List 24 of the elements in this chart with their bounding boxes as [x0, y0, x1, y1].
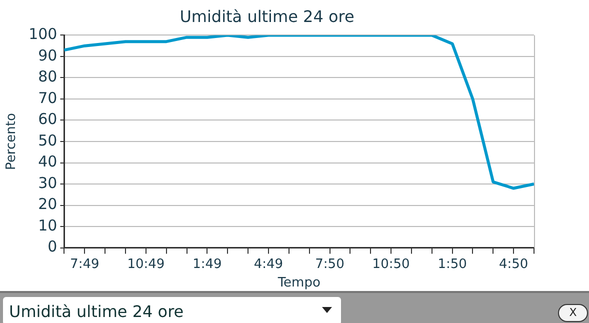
x-tick-label: 4:50 — [498, 256, 528, 272]
y-tick-label: 20 — [38, 195, 58, 214]
y-tick-label: 70 — [38, 88, 58, 107]
y-tick-label: 80 — [38, 68, 58, 86]
x-tick-label: 4:49 — [254, 256, 284, 272]
x-tick-label: 10:49 — [127, 256, 165, 272]
y-tick-label: 50 — [38, 131, 58, 150]
y-tick-label: 100 — [28, 25, 58, 44]
y-tick-label: 10 — [38, 216, 58, 234]
dropdown-field: Umidità ultime 24 ore — [3, 297, 341, 323]
x-axis-title: Tempo — [276, 276, 320, 291]
y-axis-title: Percento — [4, 113, 20, 170]
x-tick-label: 7:50 — [315, 256, 344, 272]
close-button: X — [558, 304, 588, 322]
x-tick-label: 7:49 — [70, 256, 100, 272]
chart-title: Umidità ultime 24 ore — [180, 6, 354, 26]
y-tick-label: 40 — [38, 152, 58, 171]
x-tick-label: 10:50 — [372, 256, 410, 272]
y-tick-label: 0 — [48, 238, 58, 256]
x-tick-label: 1:50 — [438, 256, 467, 272]
x-tick-label: 1:49 — [192, 256, 222, 272]
y-tick-label: 60 — [38, 110, 58, 128]
y-tick-label: 30 — [38, 174, 58, 192]
y-tick-label: 90 — [38, 46, 58, 64]
